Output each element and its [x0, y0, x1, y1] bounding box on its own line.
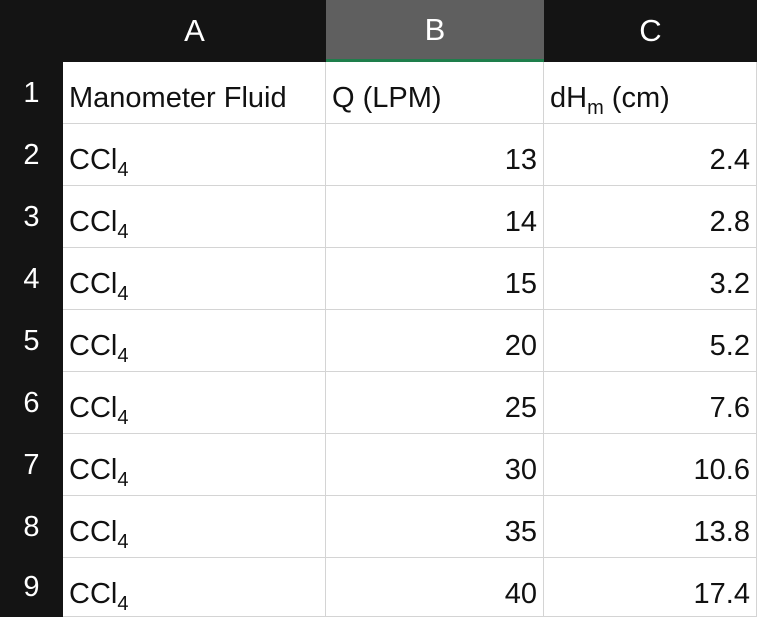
cell-text: CCl4	[69, 578, 128, 615]
cell-text-main: CCl	[69, 454, 118, 486]
row-header-9[interactable]: 9	[0, 558, 63, 617]
cell-c1[interactable]: dHm (cm)	[544, 62, 757, 124]
row-header-1[interactable]: 1	[0, 62, 63, 124]
cell-a7[interactable]: CCl4	[63, 434, 326, 496]
cell-a2[interactable]: CCl4	[63, 124, 326, 186]
cell-c5[interactable]: 5.2	[544, 310, 757, 372]
cell-c7[interactable]: 10.6	[544, 434, 757, 496]
cell-text-tail: (cm)	[603, 82, 670, 114]
cell-a1[interactable]: Manometer Fluid	[63, 62, 326, 124]
cell-a8[interactable]: CCl4	[63, 496, 326, 558]
cell-c9[interactable]: 17.4	[544, 558, 757, 617]
cell-text: dHm (cm)	[550, 82, 670, 119]
cell-text-subscript: 4	[117, 221, 129, 243]
cell-b7[interactable]: 30	[326, 434, 544, 496]
cell-text: CCl4	[69, 454, 128, 491]
cell-text-main: CCl	[69, 330, 118, 362]
cell-b1[interactable]: Q (LPM)	[326, 62, 544, 124]
cell-b5[interactable]: 20	[326, 310, 544, 372]
cell-text-main: CCl	[69, 578, 118, 610]
cell-b2[interactable]: 13	[326, 124, 544, 186]
cell-a9[interactable]: CCl4	[63, 558, 326, 617]
cell-text: Q (LPM)	[332, 82, 442, 114]
cell-text-subscript: 4	[117, 593, 129, 615]
select-all-corner[interactable]	[0, 0, 63, 62]
cell-b4[interactable]: 15	[326, 248, 544, 310]
row-header-8[interactable]: 8	[0, 496, 63, 558]
cell-text-subscript: m	[587, 97, 604, 119]
column-header-a[interactable]: A	[184, 13, 205, 48]
cell-b9[interactable]: 40	[326, 558, 544, 617]
cell-a5[interactable]: CCl4	[63, 310, 326, 372]
cell-c3[interactable]: 2.8	[544, 186, 757, 248]
cell-text-main: CCl	[69, 516, 118, 548]
row-header-3[interactable]: 3	[0, 186, 63, 248]
cell-text-subscript: 4	[117, 407, 129, 429]
cell-text-subscript: 4	[117, 531, 129, 553]
cell-text: CCl4	[69, 144, 128, 181]
cell-text-main: CCl	[69, 392, 118, 424]
row-header-5[interactable]: 5	[0, 310, 63, 372]
cell-text-subscript: 4	[117, 469, 129, 491]
cell-text: CCl4	[69, 206, 128, 243]
cell-text-main: dH	[550, 82, 588, 114]
cell-b8[interactable]: 35	[326, 496, 544, 558]
cell-text-main: CCl	[69, 206, 118, 238]
row-header-6[interactable]: 6	[0, 372, 63, 434]
cell-text: CCl4	[69, 392, 128, 429]
cell-c8[interactable]: 13.8	[544, 496, 757, 558]
row-header-2[interactable]: 2	[0, 124, 63, 186]
cell-text-subscript: 4	[117, 345, 129, 367]
cell-text: CCl4	[69, 268, 128, 305]
column-header-row: A B C	[0, 0, 757, 62]
cell-text: CCl4	[69, 516, 128, 553]
cell-a4[interactable]: CCl4	[63, 248, 326, 310]
cell-b6[interactable]: 25	[326, 372, 544, 434]
cell-text-main: CCl	[69, 144, 118, 176]
column-header-b[interactable]: B	[326, 0, 544, 62]
cell-c4[interactable]: 3.2	[544, 248, 757, 310]
cell-text: CCl4	[69, 330, 128, 367]
cell-text-main: CCl	[69, 268, 118, 300]
cell-c2[interactable]: 2.4	[544, 124, 757, 186]
cell-a6[interactable]: CCl4	[63, 372, 326, 434]
cell-text-subscript: 4	[117, 283, 129, 305]
cell-c6[interactable]: 7.6	[544, 372, 757, 434]
cell-text: Manometer Fluid	[69, 82, 287, 114]
column-header-c[interactable]: C	[639, 13, 662, 48]
cell-a3[interactable]: CCl4	[63, 186, 326, 248]
row-header-7[interactable]: 7	[0, 434, 63, 496]
cell-b3[interactable]: 14	[326, 186, 544, 248]
row-header-4[interactable]: 4	[0, 248, 63, 310]
cell-text-subscript: 4	[117, 159, 129, 181]
